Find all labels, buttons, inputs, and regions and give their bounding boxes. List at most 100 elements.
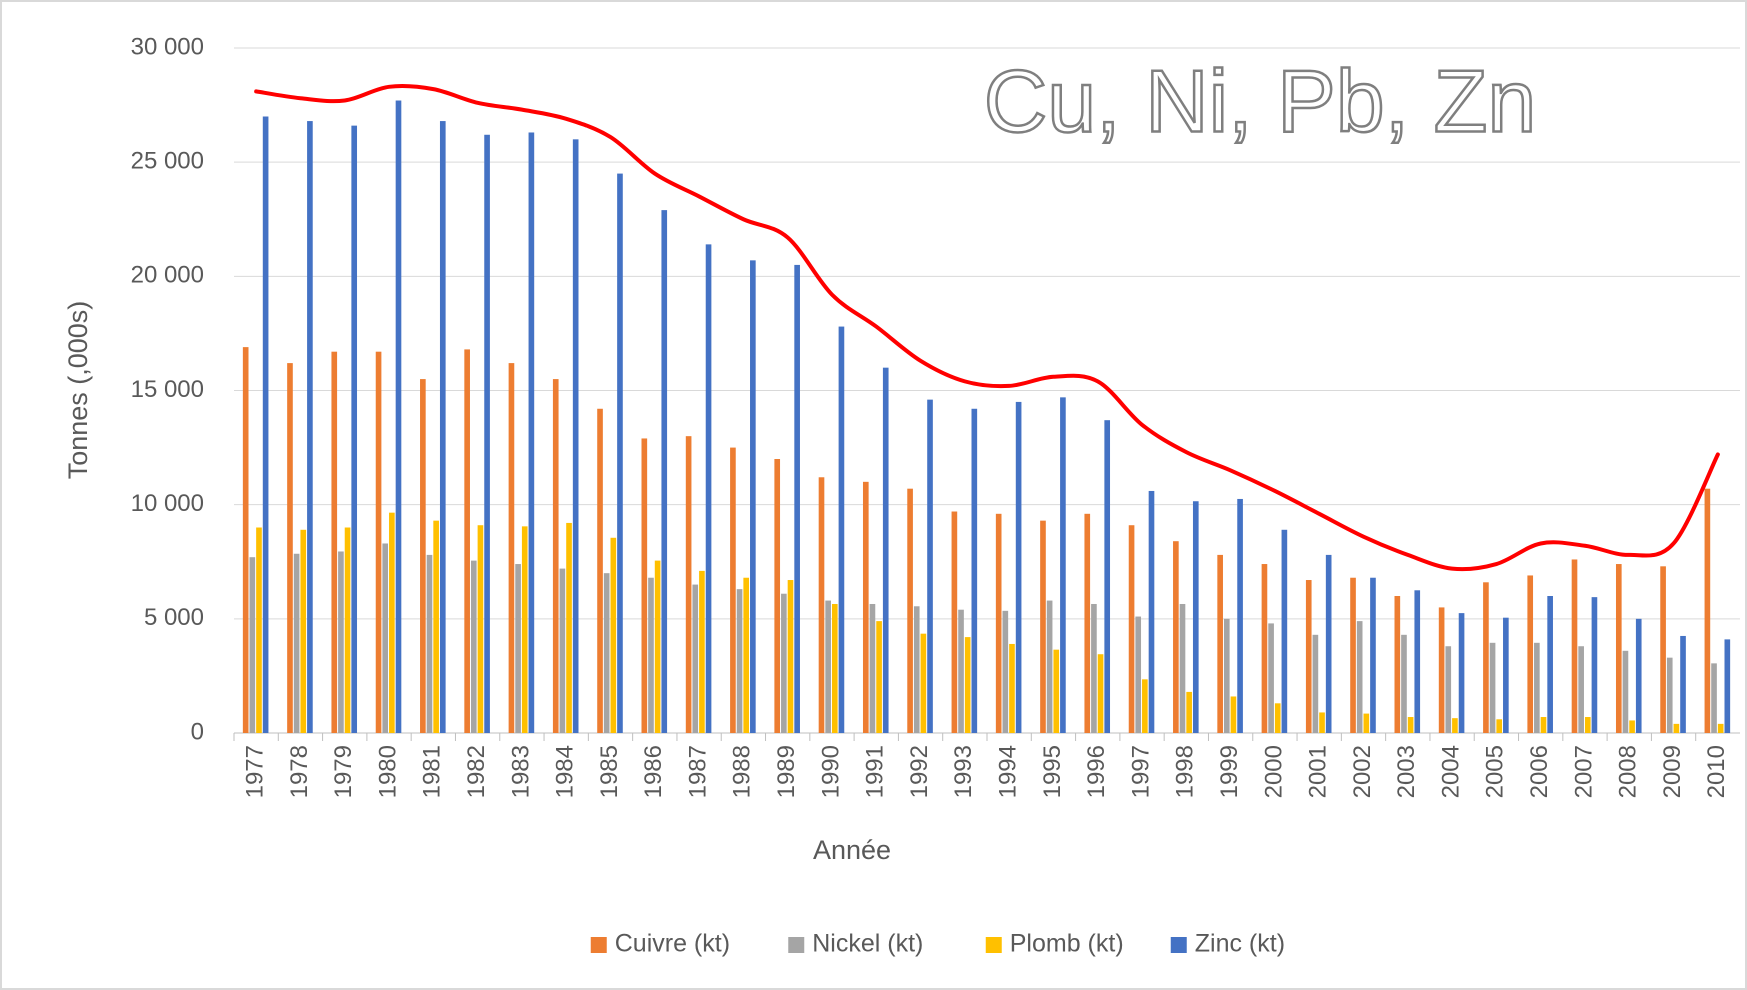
x-tick-label: 2009 (1659, 745, 1686, 798)
bar (552, 379, 559, 733)
bar (1673, 723, 1680, 733)
x-tick-label: 1993 (950, 745, 977, 798)
bar (964, 637, 971, 733)
x-axis-title: Année (813, 835, 891, 865)
bar (1370, 577, 1376, 733)
bar (1615, 564, 1622, 733)
bar (1104, 420, 1111, 733)
bar (1274, 703, 1281, 733)
x-tick-label: 2005 (1482, 745, 1509, 798)
x-tick-label: 1981 (419, 745, 446, 798)
x-tick-label: 2006 (1526, 745, 1553, 798)
bar (1438, 607, 1445, 733)
x-tick-label: 2001 (1305, 745, 1332, 798)
bar (521, 526, 528, 733)
bar (1091, 603, 1097, 733)
x-tick-label: 1978 (286, 745, 313, 798)
x-tick-label: 1986 (640, 745, 667, 798)
bar (433, 520, 439, 733)
bar (1128, 525, 1135, 733)
bar (869, 603, 876, 733)
legend-label: Cuivre (kt) (615, 930, 730, 958)
bar (1015, 401, 1022, 733)
bar (1350, 577, 1356, 733)
y-tick-label: 5 000 (144, 604, 204, 631)
bar (1046, 600, 1053, 733)
bar (692, 584, 699, 733)
bar (1483, 582, 1489, 733)
bar (641, 438, 648, 733)
bar (1142, 679, 1148, 733)
x-tick-label: 1982 (463, 745, 490, 798)
bar (307, 121, 313, 734)
x-tick-label: 1994 (994, 745, 1021, 798)
bar (750, 260, 756, 733)
legend-swatch (1170, 937, 1187, 953)
bar (927, 399, 933, 733)
bar (1591, 597, 1598, 733)
bar (920, 633, 927, 733)
bar (1192, 501, 1199, 733)
x-tick-label: 1991 (862, 745, 889, 798)
x-tick-label: 1997 (1127, 745, 1154, 798)
bar (685, 436, 692, 733)
bar (913, 606, 920, 733)
bar (331, 351, 338, 733)
x-tick-label: 1979 (330, 745, 357, 798)
legend-label: Plomb (kt) (1010, 930, 1124, 958)
chart-title: Cu, Ni, Pb, Zn (984, 51, 1537, 150)
y-axis-title: Tonnes (,000s) (63, 301, 93, 480)
bar (1394, 596, 1401, 733)
bar (249, 557, 256, 733)
bar (699, 570, 705, 733)
bar (876, 621, 882, 733)
bar (464, 349, 470, 733)
bar (995, 513, 1002, 733)
y-tick-label: 20 000 (131, 262, 204, 289)
x-tick-label: 1983 (507, 745, 534, 798)
bar (1711, 663, 1717, 733)
y-tick-label: 15 000 (131, 376, 204, 403)
bar (1717, 723, 1724, 733)
bar (528, 132, 535, 733)
bar (1578, 646, 1584, 733)
bar (1401, 634, 1407, 733)
bar (470, 560, 477, 733)
bar (1724, 639, 1731, 733)
x-tick-label: 1995 (1039, 745, 1066, 798)
bar (1179, 603, 1186, 733)
bar (566, 522, 572, 733)
x-tick-label: 1990 (817, 745, 844, 798)
bar (1009, 643, 1015, 733)
bar (287, 363, 293, 733)
x-tick-label: 2007 (1570, 745, 1597, 798)
bar (389, 512, 395, 733)
bar (1622, 650, 1629, 733)
x-tick-label: 2004 (1437, 745, 1464, 798)
bar (559, 568, 566, 733)
bar (1363, 713, 1370, 733)
bar (1660, 566, 1666, 733)
x-tick-label: 2002 (1349, 745, 1376, 798)
bar (1040, 520, 1046, 733)
y-tick-label: 30 000 (131, 33, 204, 60)
bar (838, 326, 845, 733)
bar (1261, 564, 1268, 733)
bar (1704, 488, 1711, 733)
bar (825, 600, 831, 733)
y-tick-label: 25 000 (131, 148, 204, 175)
bar (951, 511, 958, 733)
legend-label: Zinc (kt) (1195, 930, 1285, 958)
bar (1060, 397, 1066, 733)
legend-swatch (985, 937, 1002, 953)
bar (242, 347, 249, 733)
bar (338, 551, 344, 733)
bar (1407, 717, 1414, 733)
bar (654, 560, 661, 733)
x-tick-label: 1999 (1216, 745, 1243, 798)
bar (1356, 621, 1363, 733)
bar (971, 408, 978, 733)
bar (1319, 712, 1325, 733)
bar (1237, 498, 1243, 733)
bar (958, 609, 964, 733)
